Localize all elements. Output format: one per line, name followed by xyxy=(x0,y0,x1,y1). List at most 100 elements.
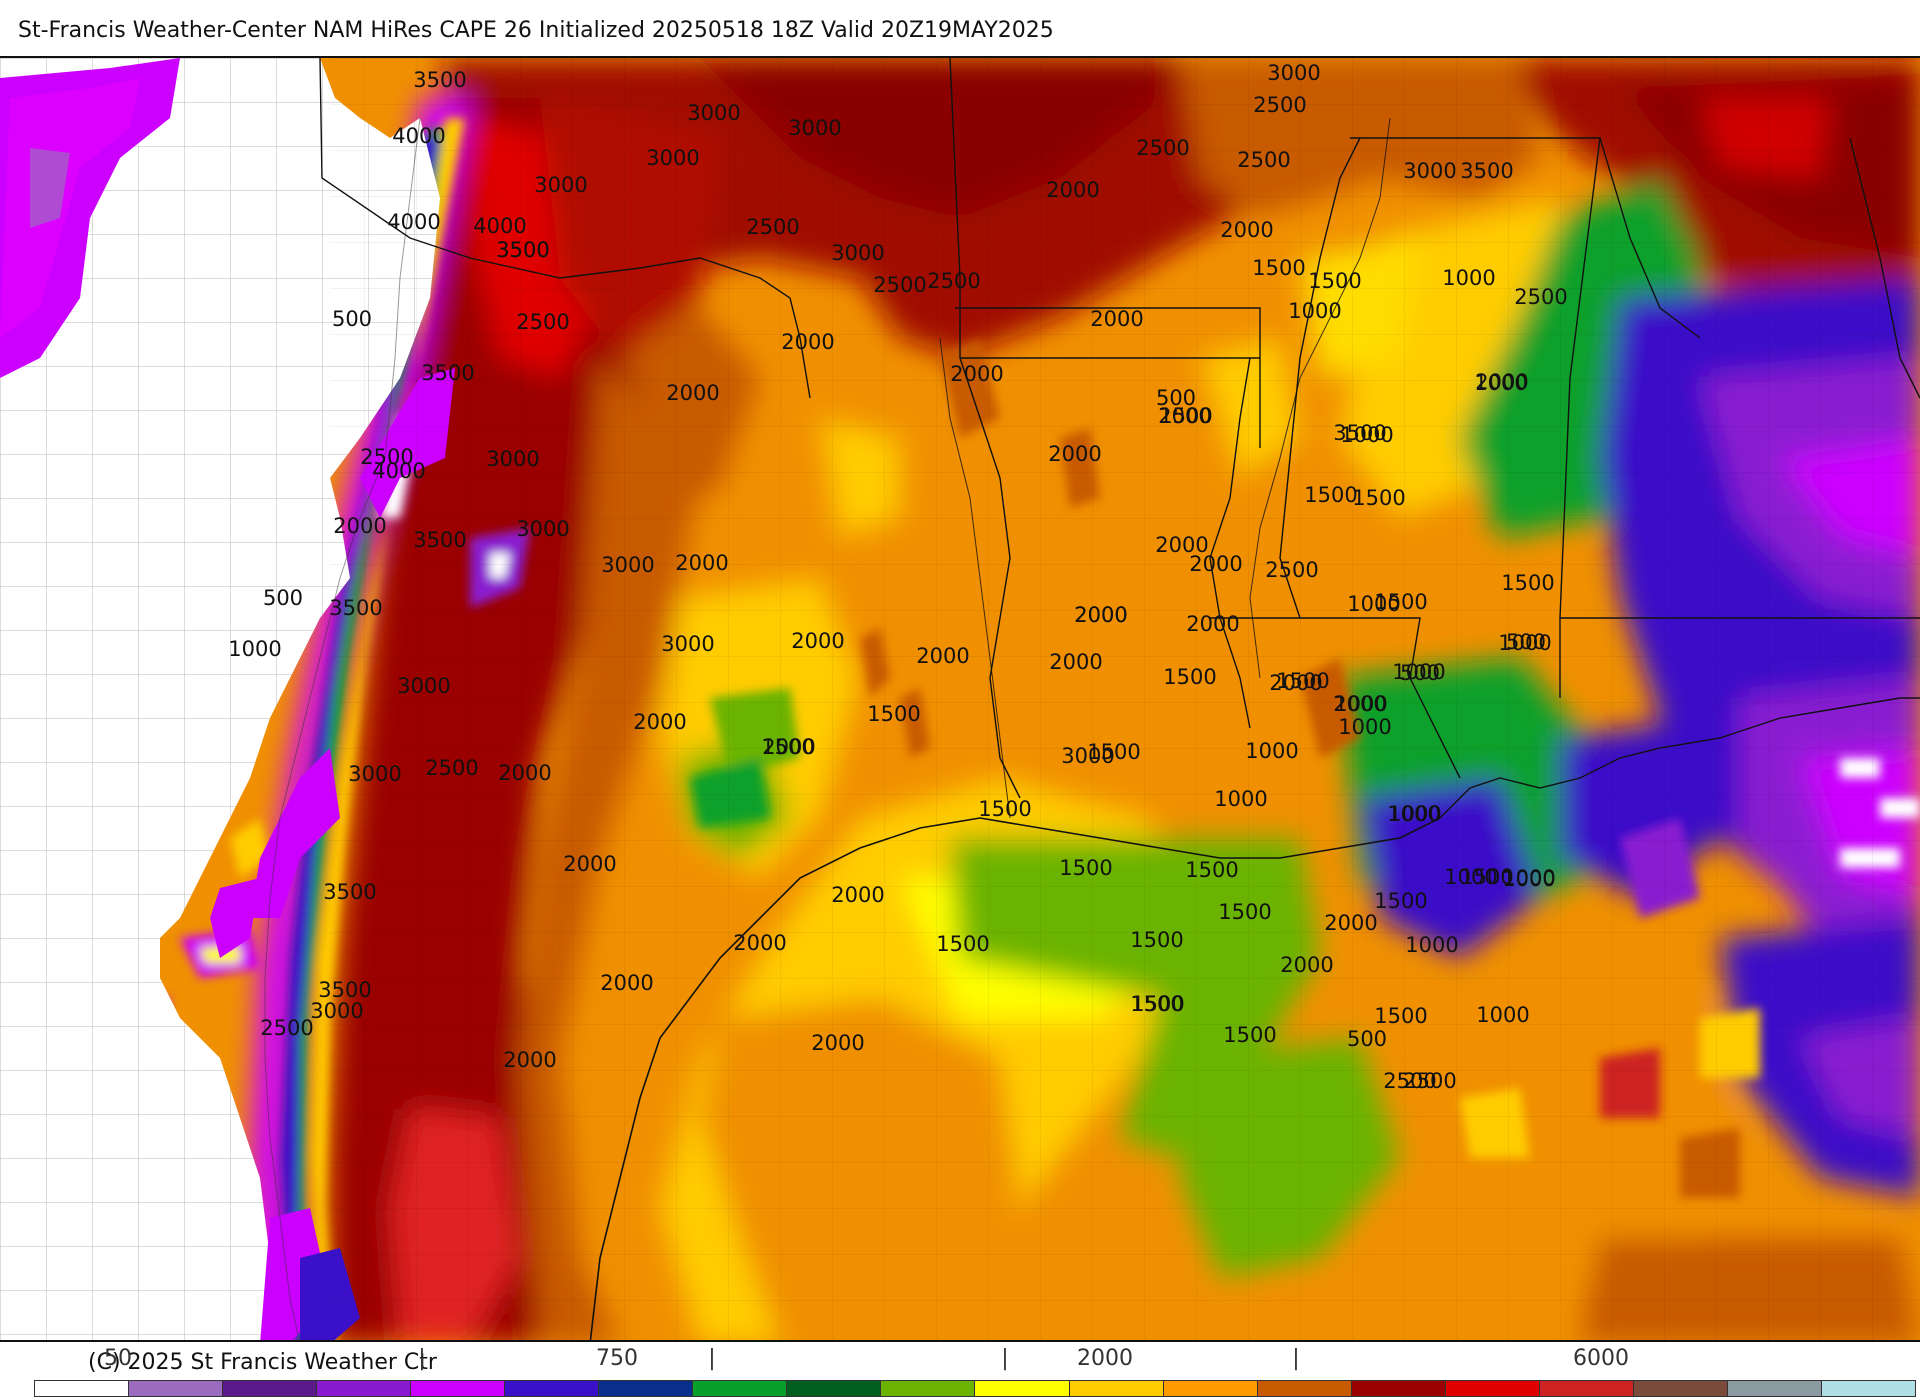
contour-label: 1500 xyxy=(1276,669,1329,693)
contour-label: 3000 xyxy=(1061,744,1114,768)
colorbar-swatch xyxy=(975,1381,1070,1396)
contour-label: 3500 xyxy=(496,238,549,262)
contour-label: 1000 xyxy=(1388,802,1441,826)
contour-label: 3000 xyxy=(310,999,363,1023)
contour-label: 1500 xyxy=(1087,740,1140,764)
contour-label: 2500 xyxy=(260,1016,313,1040)
contour-label: 2500 xyxy=(516,310,569,334)
gulf-coastline xyxy=(589,817,1441,1340)
contour-label: 2500 xyxy=(1403,1069,1456,1093)
contour-label: 500 xyxy=(263,586,303,610)
contour-label: 1500 xyxy=(1304,483,1357,507)
legend-tick-label: 6000 xyxy=(1573,1346,1629,1371)
contour-label: 1500 xyxy=(1374,1004,1427,1028)
contour-label: 2500 xyxy=(1514,285,1567,309)
contour-label: 3500 xyxy=(496,238,549,262)
contour-label: 2500 xyxy=(1253,93,1306,117)
contour-label: 2500 xyxy=(360,445,413,469)
contour-label: 3500 xyxy=(421,361,474,385)
contour-label: 3000 xyxy=(831,241,884,265)
contour-label: 2500 xyxy=(1265,558,1318,582)
contour-label: 1000 xyxy=(1498,631,1551,655)
contour-label: 2500 xyxy=(927,269,980,293)
contour-label: 1000 xyxy=(1387,802,1440,826)
contour-label: 1500 xyxy=(1130,928,1183,952)
contour-label: 2000 xyxy=(1220,218,1273,242)
legend-tick-label: | xyxy=(1292,1346,1300,1371)
contour-label: 3500 xyxy=(323,880,376,904)
contour-label: 1500 xyxy=(936,932,989,956)
contour-label: 1500 xyxy=(1130,992,1183,1016)
colorbar-swatch xyxy=(129,1381,224,1396)
colorbar-swatch xyxy=(223,1381,318,1396)
contour-label: 500 xyxy=(1400,661,1440,685)
contour-label: 1500 xyxy=(1352,486,1405,510)
contour-label: 1000 xyxy=(1444,865,1497,889)
contour-label: 3500 xyxy=(1460,159,1513,183)
title-bar: St-Francis Weather-Center NAM HiRes CAPE… xyxy=(0,0,1920,56)
contour-label: 2000 xyxy=(498,761,551,785)
colorbar-swatch xyxy=(1257,1381,1352,1396)
contour-label: 1500 xyxy=(1218,900,1271,924)
contour-label: 500 xyxy=(1347,1027,1387,1051)
us-county-grid xyxy=(330,58,1920,1340)
contour-label: 2000 xyxy=(563,852,616,876)
colorbar-swatch xyxy=(1163,1381,1258,1396)
contour-label: 2000 xyxy=(1155,533,1208,557)
contour-label: 1500 xyxy=(761,735,814,759)
contour-label: 1000 xyxy=(1338,715,1391,739)
colorbar-swatch xyxy=(787,1381,882,1396)
contour-label: 2000 xyxy=(1186,612,1239,636)
contour-label: 2000 xyxy=(666,381,719,405)
contour-label: 2000 xyxy=(1046,178,1099,202)
colorbar-swatch xyxy=(1821,1381,1915,1396)
contour-label: 1000 xyxy=(1476,1003,1529,1027)
colorbar-swatch xyxy=(1727,1381,1822,1396)
contour-label: 2000 xyxy=(950,362,1003,386)
contour-label: 1000 xyxy=(1442,266,1495,290)
coast-plume-2 xyxy=(210,878,260,958)
cape-map[interactable]: 3500 3000 3000 3000 3000 2500 3000 3500 4000 4000… xyxy=(0,56,1920,1342)
nw-purple-core xyxy=(0,78,140,338)
colorbar-swatch xyxy=(881,1381,976,1396)
colorbar-swatch xyxy=(693,1381,788,1396)
contour-label: 1000 xyxy=(1288,299,1341,323)
east-coastline xyxy=(1439,697,1920,819)
contour-label: 1500 xyxy=(1131,992,1184,1016)
contour-label: 1000 xyxy=(1334,692,1387,716)
contour-label: 3000 xyxy=(1403,159,1456,183)
map-canvas: 3500300030003000300025003000350040004000… xyxy=(0,58,1920,1340)
colorbar-swatch xyxy=(1069,1381,1164,1396)
contour-label: 1500 xyxy=(1252,256,1305,280)
contour-label: 3000 xyxy=(661,632,714,656)
contour-label: 1500 xyxy=(1460,865,1513,889)
contour-label: 1000 xyxy=(1502,866,1555,890)
rivers xyxy=(939,117,1391,819)
contour-label: 2000 xyxy=(811,1031,864,1055)
contour-label: 2000 xyxy=(675,551,728,575)
legend-tick-label: | xyxy=(418,1346,426,1371)
contour-label: 1000 xyxy=(1502,867,1555,891)
contour-label: 2000 xyxy=(762,735,815,759)
contour-label: 3500 xyxy=(413,528,466,552)
contour-label: 2000 xyxy=(1049,650,1102,674)
contour-label: 1500 xyxy=(1185,858,1238,882)
colorbar-swatch xyxy=(35,1381,130,1396)
nw-lavender-core xyxy=(30,148,70,228)
contour-label: 3500 xyxy=(318,978,371,1002)
contour-label: 2500 xyxy=(873,273,926,297)
contour-label: 1500 xyxy=(1374,590,1427,614)
contour-label: 2000 xyxy=(831,883,884,907)
contour-label: 1500 xyxy=(1223,1023,1276,1047)
copyright-credit: (C) 2025 St Francis Weather Ctr xyxy=(88,1350,437,1375)
mexico-border xyxy=(264,117,421,1340)
contour-label: 3000 xyxy=(348,762,401,786)
contour-label: 3000 xyxy=(516,517,569,541)
contour-label: 2000 xyxy=(916,644,969,668)
contour-label: 2000 xyxy=(600,971,653,995)
contour-labels: 3500300030003000300025003000350040004000… xyxy=(228,61,1567,1093)
colorbar-swatch xyxy=(1539,1381,1634,1396)
colorbar-swatch xyxy=(505,1381,600,1396)
contour-label: 2000 xyxy=(1074,603,1127,627)
contour-label: 2000 xyxy=(1333,692,1386,716)
